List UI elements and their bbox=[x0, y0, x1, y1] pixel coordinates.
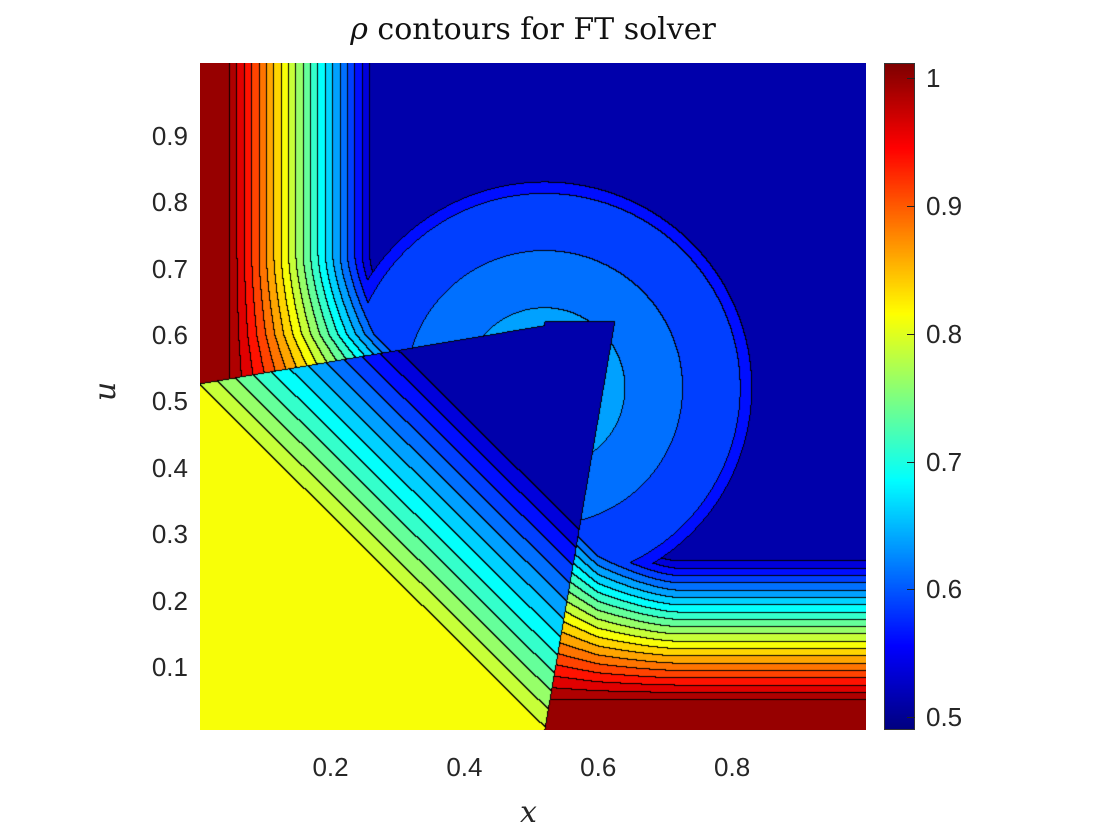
x-tick-label: 0.8 bbox=[714, 752, 751, 782]
colorbar-tick-label: 1 bbox=[926, 63, 941, 94]
colorbar-tick-mark bbox=[907, 589, 915, 591]
y-tick-label: 0.4 bbox=[151, 452, 188, 483]
colorbar-tick-label: 0.8 bbox=[926, 318, 963, 349]
y-tick-label: 0.3 bbox=[151, 519, 188, 550]
y-tick-label: 0.9 bbox=[151, 121, 188, 151]
colorbar-tick-label: 0.7 bbox=[926, 446, 963, 477]
y-tick-label: 0.6 bbox=[151, 320, 188, 351]
colorbar-tick-mark bbox=[907, 717, 915, 719]
colorbar-tick-label: 0.6 bbox=[926, 574, 963, 605]
y-tick-label: 0.2 bbox=[151, 585, 188, 616]
x-tick-label: 0.2 bbox=[312, 752, 349, 782]
x-tick-label: 0.6 bbox=[580, 752, 617, 782]
colorbar-tick-mark bbox=[907, 461, 915, 463]
colorbar bbox=[884, 63, 915, 730]
colorbar-tick-label: 0.5 bbox=[926, 702, 963, 733]
y-tick-label: 0.1 bbox=[151, 651, 188, 682]
y-tick-label: 0.7 bbox=[151, 253, 188, 284]
colorbar-tick-mark bbox=[907, 333, 915, 335]
y-tick-label: 0.5 bbox=[151, 386, 188, 417]
x-axis-label: x bbox=[520, 795, 537, 830]
colorbar-tick-label: 0.9 bbox=[926, 191, 963, 222]
colorbar-tick-mark bbox=[907, 78, 915, 80]
y-axis-label: u bbox=[88, 381, 124, 402]
y-tick-label: 0.8 bbox=[151, 187, 188, 218]
chart-title: ρ contours for FT solver bbox=[0, 12, 1066, 47]
contour-plot-area bbox=[200, 63, 866, 730]
title-text: contours for FT solver bbox=[377, 12, 716, 47]
colorbar-tick-mark bbox=[907, 206, 915, 208]
title-symbol: ρ bbox=[350, 12, 368, 47]
x-tick-label: 0.4 bbox=[446, 752, 483, 782]
